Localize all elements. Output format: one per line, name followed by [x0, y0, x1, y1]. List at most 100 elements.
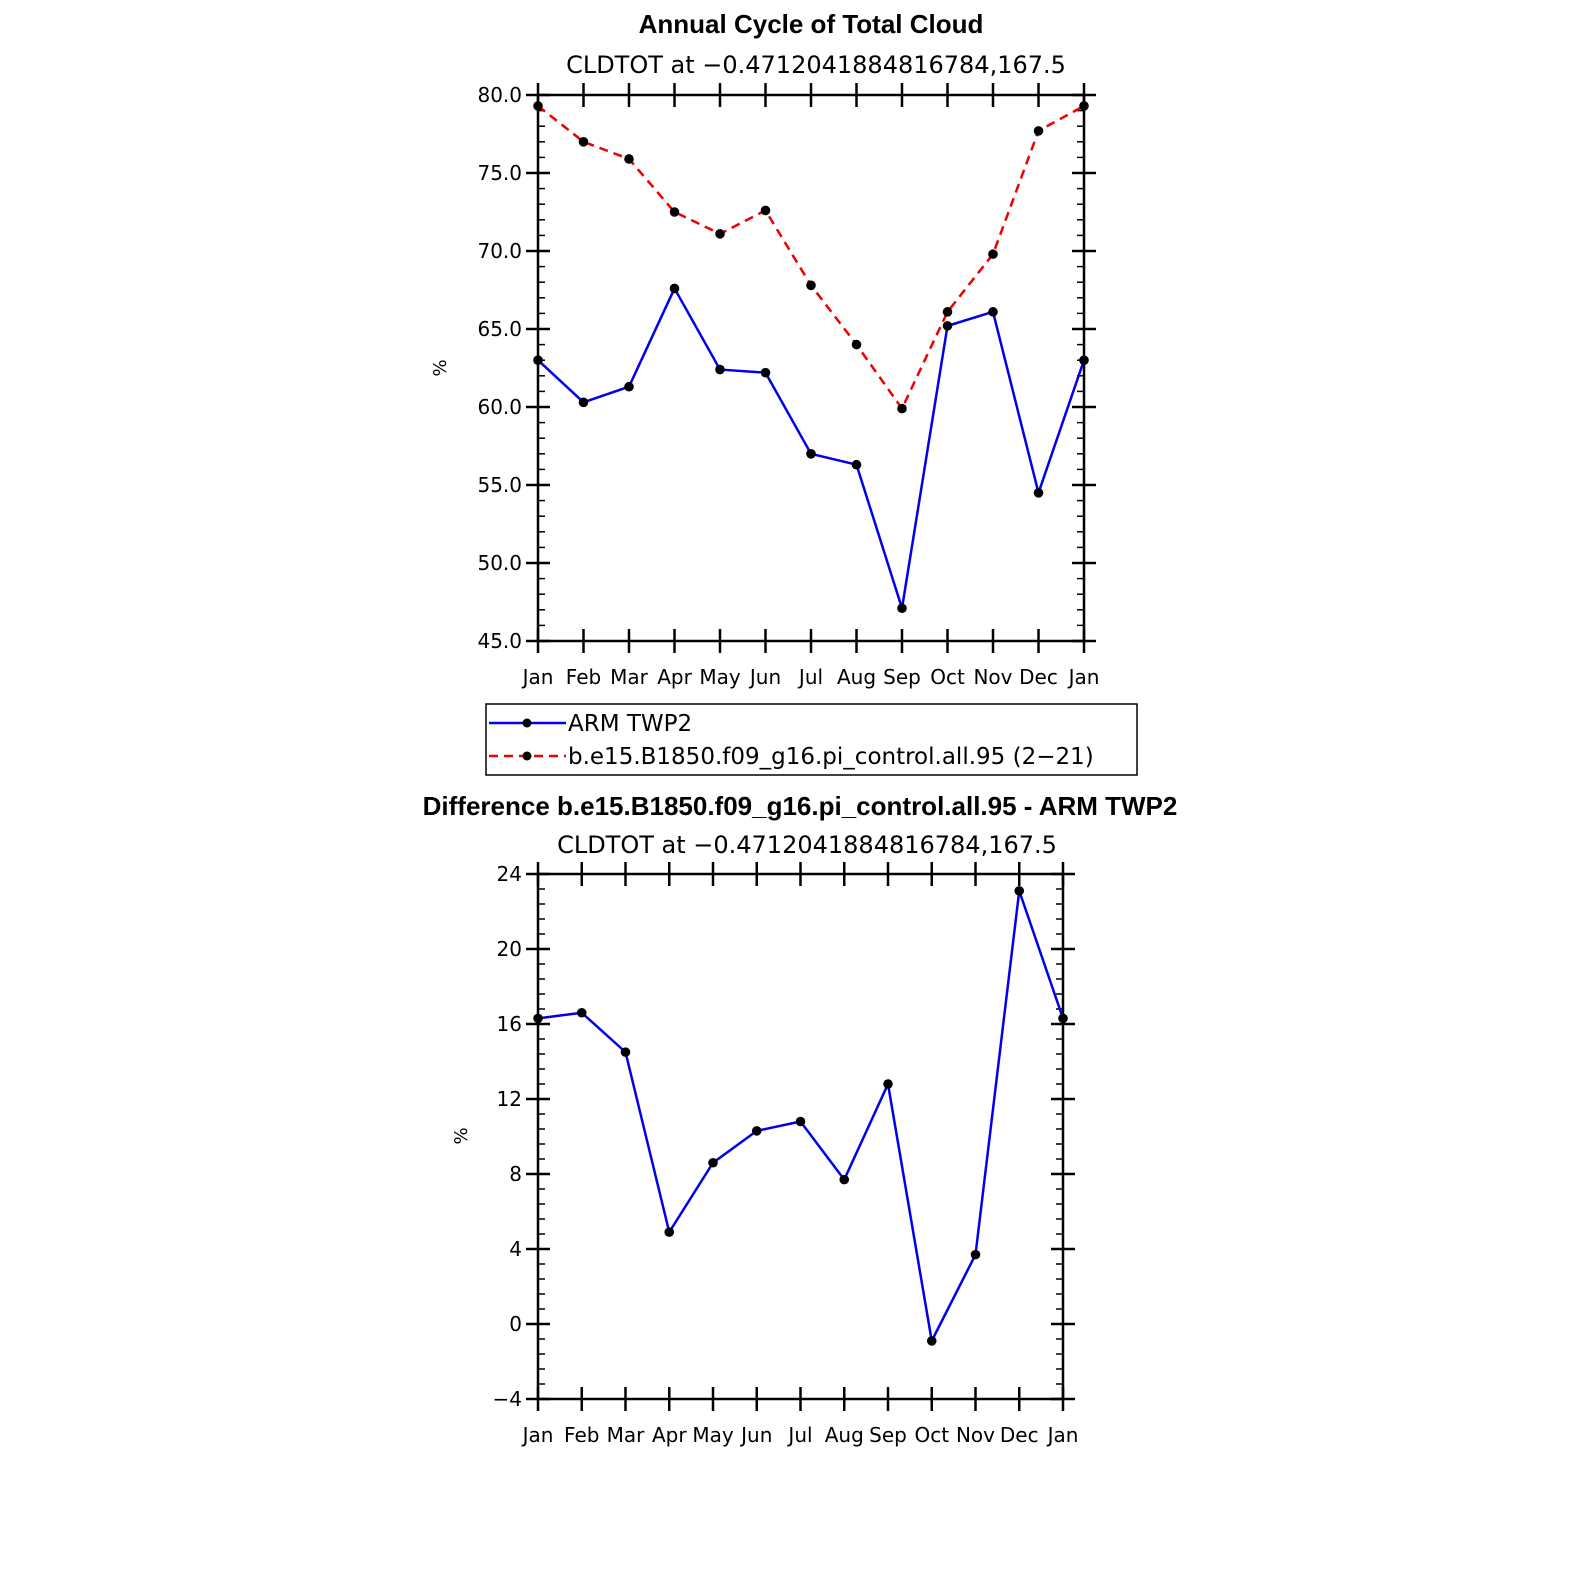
chart2-series-0-point — [839, 1174, 850, 1185]
chart1-xtick-label: Aug — [837, 665, 876, 689]
chart2-xtick-label: May — [692, 1423, 734, 1447]
legend-marker-model — [522, 751, 532, 761]
chart1-series-0-point — [715, 364, 725, 375]
chart1-series-1-point — [1079, 101, 1089, 111]
chart1-series-1-point — [988, 249, 998, 259]
chart1-series-1-point — [715, 229, 725, 239]
chart1-ytick-label: 45.0 — [477, 629, 522, 653]
chart2-xtick-label: Aug — [825, 1423, 864, 1447]
chart1-subtitle: CLDTOT at −0.4712041884816784,167.5 — [566, 51, 1066, 79]
chart2-series-0-point — [664, 1227, 675, 1237]
chart1-series-1-point — [806, 280, 816, 291]
chart2-xtick-label: Nov — [956, 1423, 995, 1447]
chart1-ytick-label: 75.0 — [477, 161, 522, 185]
chart1-xtick-label: May — [699, 665, 741, 689]
chart1-series-0-point — [988, 307, 998, 317]
chart1-xtick-label: Apr — [657, 665, 692, 689]
chart1-ytick-label: 55.0 — [477, 473, 522, 497]
chart2-series-0-point — [970, 1249, 981, 1260]
chart1-series-1-point — [669, 207, 680, 217]
chart1-series-line-1 — [537, 104, 1085, 410]
chart1-ytick-label: 50.0 — [477, 551, 522, 575]
legend-label-model: b.e15.B1850.f09_g16.pi_control.all.95 (2… — [568, 744, 1094, 770]
chart2-series-0-point — [533, 1013, 543, 1024]
chart1-series-0-point — [533, 355, 543, 366]
chart1-series-1-point — [897, 403, 907, 414]
chart2-ytick-label: 20 — [497, 937, 522, 961]
chart2-series-0-point — [795, 1116, 806, 1127]
chart1-xtick-label: Nov — [973, 665, 1012, 689]
chart1-xtick-label: Mar — [610, 665, 649, 689]
legend-label-arm: ARM TWP2 — [568, 711, 692, 737]
chart1-series-0-point — [1033, 488, 1044, 498]
chart1-ytick-label: 60.0 — [477, 395, 522, 419]
chart2-xtick-label: Mar — [607, 1423, 646, 1447]
chart1-series-0-point — [1079, 355, 1089, 366]
chart1-plot-frame — [536, 93, 1086, 643]
chart1-series-0-point — [760, 367, 771, 378]
chart1-xtick-label: Oct — [930, 665, 965, 689]
legend: ARM TWP2 b.e15.B1850.f09_g16.pi_control.… — [485, 703, 1138, 776]
chart2-ytick-label: 8 — [509, 1162, 522, 1186]
chart2-plot-frame — [536, 872, 1065, 1401]
chart1-series-0-point — [624, 381, 634, 392]
chart1-series-1-point — [942, 307, 953, 317]
chart2-ytick-label: −4 — [493, 1387, 522, 1411]
chart2-xtick-label: Jan — [521, 1423, 554, 1447]
chart1-series-1-point — [533, 101, 543, 111]
chart1-title: Annual Cycle of Total Cloud — [639, 9, 984, 39]
chart2-xtick-label: Jan — [1046, 1423, 1079, 1447]
chart1-ytick-label: 80.0 — [477, 83, 522, 107]
chart2-xtick-label: Apr — [652, 1423, 687, 1447]
chart2-xtick-label: Oct — [914, 1423, 949, 1447]
chart1-ytick-label: 65.0 — [477, 317, 522, 341]
chart2-ytick-label: 4 — [509, 1237, 522, 1261]
chart2-series-0-point — [926, 1336, 937, 1346]
legend-box — [485, 703, 1138, 776]
chart1-series-1-point — [851, 339, 862, 350]
chart1-series-0-point — [942, 321, 953, 331]
chart1-xtick-label: Jan — [1067, 665, 1100, 689]
chart2-title: Difference b.e15.B1850.f09_g16.pi_contro… — [423, 791, 1178, 821]
chart2-xtick-label: Jul — [786, 1423, 812, 1447]
chart1-ylabel: % — [430, 359, 451, 376]
chart1-series-1-point — [760, 205, 771, 216]
legend-marker-arm — [522, 718, 532, 728]
chart2-series-0-point — [1058, 1013, 1068, 1024]
chart2-ytick-label: 0 — [509, 1312, 522, 1336]
chart2-subtitle: CLDTOT at −0.4712041884816784,167.5 — [557, 831, 1057, 859]
chart2-ytick-label: 16 — [497, 1012, 522, 1036]
chart2-series-0-point — [708, 1157, 718, 1168]
chart2-series-line-0 — [537, 889, 1065, 1343]
chart1-series-0-point — [806, 449, 816, 459]
chart1-xtick-label: Dec — [1019, 665, 1058, 689]
chart2-ylabel: % — [451, 1127, 472, 1144]
chart1-series-1-point — [1033, 126, 1044, 136]
chart2-series-0-point — [576, 1007, 587, 1018]
chart2-ytick-label: 24 — [497, 862, 522, 886]
chart1-series-0-point — [851, 459, 862, 470]
chart2-xtick-label: Dec — [1000, 1423, 1039, 1447]
chart1-xtick-label: Jul — [797, 665, 823, 689]
annual-cycle-chart: Annual Cycle of Total Cloud CLDTOT at −0… — [430, 9, 1099, 689]
difference-chart: Difference b.e15.B1850.f09_g16.pi_contro… — [423, 791, 1178, 1447]
chart1-series-0-point — [897, 603, 907, 614]
chart2-ytick-label: 12 — [497, 1087, 522, 1111]
chart2-xtick-label: Feb — [564, 1423, 599, 1447]
chart1-series-line-0 — [537, 287, 1086, 610]
chart2-xtick-label: Jun — [739, 1423, 772, 1447]
chart1-ytick-label: 70.0 — [477, 239, 522, 263]
chart1-series-1-point — [624, 154, 634, 164]
chart2-series-0-point — [751, 1126, 762, 1136]
chart2-series-0-point — [620, 1047, 631, 1057]
chart2-series-0-point — [883, 1079, 893, 1089]
chart1-xtick-label: Sep — [883, 665, 921, 689]
chart1-xtick-label: Jun — [748, 665, 781, 689]
chart1-xtick-label: Feb — [566, 665, 601, 689]
chart1-xtick-label: Jan — [521, 665, 554, 689]
chart2-xtick-label: Sep — [869, 1423, 907, 1447]
chart1-series-1-point — [578, 137, 589, 147]
chart1-series-0-point — [578, 397, 589, 408]
chart1-series-0-point — [669, 283, 680, 294]
